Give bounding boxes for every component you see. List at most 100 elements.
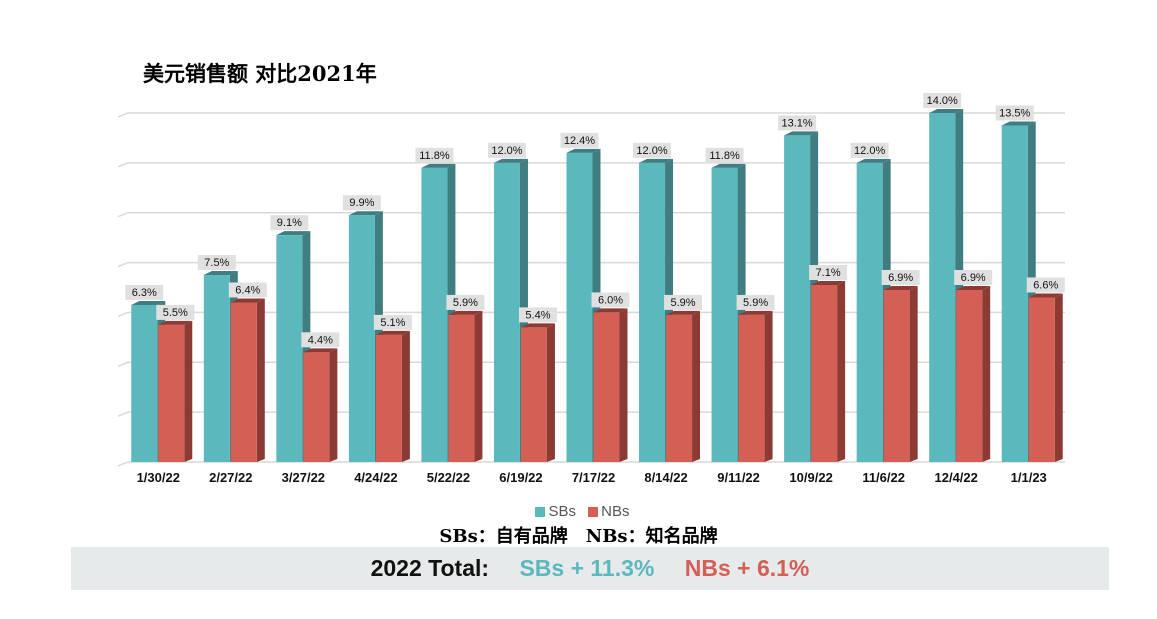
x-tick-label: 9/11/22	[717, 470, 760, 485]
bar-NBs	[158, 324, 185, 462]
data-label-SBs: 13.5%	[999, 107, 1030, 119]
bar-chart: 6.3% 5.5% 1/30/22 7.5% 6.4% 2/27/22 9.1% 4.4% 3/…	[117, 93, 1065, 485]
bar-top-SBs	[276, 231, 311, 236]
bar-NBs	[593, 312, 620, 462]
data-label-bg	[373, 314, 412, 330]
legend-swatch-nbs	[588, 507, 599, 517]
bar-side-NBs	[256, 298, 265, 462]
data-label-NBs: 5.9%	[453, 297, 478, 309]
data-label-SBs: 9.9%	[349, 197, 374, 209]
data-label-bg	[954, 269, 993, 285]
bar-top-NBs	[956, 285, 991, 290]
bar-top-SBs	[639, 158, 674, 163]
bar-top-NBs	[303, 348, 338, 353]
data-label-bg	[125, 284, 164, 300]
bar-SBs	[639, 162, 666, 462]
data-label-bg	[778, 115, 817, 131]
data-label-bg	[197, 255, 236, 271]
bar-side-NBs	[184, 320, 193, 462]
bar-top-SBs	[929, 109, 964, 113]
bar-top-SBs	[203, 271, 238, 276]
data-label-bg	[518, 307, 557, 323]
x-tick-label: 2/27/22	[209, 470, 252, 485]
total-label: 2022 Total:	[370, 555, 490, 581]
data-label-bg	[664, 294, 703, 310]
bar-side-NBs	[764, 310, 773, 462]
data-label-SBs: 7.5%	[204, 257, 229, 269]
bar-side-NBs	[837, 281, 846, 462]
data-label-NBs: 6.6%	[1033, 279, 1058, 291]
x-tick-label: 5/22/22	[427, 470, 470, 485]
data-label-SBs: 9.1%	[277, 217, 302, 229]
bar-SBs	[348, 215, 375, 462]
data-label-SBs: 12.0%	[854, 145, 885, 157]
bar-SBs	[421, 167, 448, 463]
bar-NBs	[520, 327, 547, 462]
data-label-bg	[881, 269, 920, 285]
bar-SBs	[203, 275, 230, 462]
bar-side-NBs	[692, 310, 701, 462]
data-label-bg	[301, 332, 340, 348]
bar-NBs	[811, 285, 838, 462]
bar-top-NBs	[158, 320, 193, 325]
x-tick-label: 10/9/22	[789, 470, 832, 485]
x-tick-label: 1/30/22	[137, 470, 180, 485]
data-label-bg	[446, 294, 485, 310]
data-label-SBs: 14.0%	[927, 95, 958, 107]
bar-top-SBs	[1001, 121, 1036, 126]
data-label-SBs: 12.0%	[491, 145, 522, 157]
data-label-bg	[560, 132, 599, 148]
data-label-bg	[487, 142, 526, 158]
bar-side-NBs	[401, 330, 410, 462]
data-label-NBs: 6.9%	[961, 272, 986, 284]
bar-NBs	[738, 314, 765, 462]
bar-top-NBs	[883, 285, 918, 290]
x-tick-label: 1/1/23	[1011, 470, 1047, 485]
total-sbs: SBs + 11.3%	[519, 555, 655, 581]
x-tick-label: 6/19/22	[499, 470, 542, 485]
data-label-NBs: 5.9%	[670, 297, 695, 309]
data-label-bg	[736, 294, 775, 310]
data-label-bg	[705, 147, 744, 163]
gridline	[117, 112, 1065, 118]
bar-side-NBs	[619, 308, 628, 462]
data-label-bg	[270, 215, 309, 231]
data-label-NBs: 4.4%	[308, 334, 333, 346]
bar-SBs	[929, 113, 956, 462]
bar-top-NBs	[520, 323, 555, 328]
x-tick-label: 8/14/22	[644, 470, 687, 485]
bar-top-SBs	[566, 148, 601, 153]
data-label-NBs: 5.4%	[525, 309, 550, 321]
gridline	[117, 461, 1065, 467]
bar-NBs	[303, 352, 330, 462]
data-label-NBs: 5.1%	[380, 317, 405, 329]
gridline	[117, 211, 1065, 218]
bar-SBs	[276, 235, 303, 462]
gridline	[117, 162, 1065, 168]
bar-SBs	[1001, 125, 1028, 462]
bar-top-SBs	[421, 163, 456, 168]
data-label-bg	[633, 142, 672, 158]
bar-SBs	[566, 152, 593, 462]
bar-NBs	[230, 302, 257, 462]
bar-SBs	[856, 162, 883, 462]
data-label-SBs: 11.8%	[709, 150, 740, 162]
bar-NBs	[1028, 297, 1055, 462]
data-label-SBs: 12.0%	[636, 145, 667, 157]
data-label-SBs: 6.3%	[132, 287, 157, 299]
gridline	[117, 261, 1065, 268]
legend: SBs NBs	[0, 503, 1157, 520]
bar-NBs	[956, 289, 983, 462]
data-label-NBs: 7.1%	[816, 267, 841, 279]
bar-top-NBs	[375, 330, 410, 335]
data-label-bg	[342, 195, 381, 211]
data-label-bg	[923, 93, 962, 108]
bar-side-NBs	[1054, 293, 1063, 462]
bar-side-NBs	[329, 348, 338, 462]
bar-NBs	[883, 289, 910, 462]
data-label-NBs: 6.9%	[888, 272, 913, 284]
bar-side-NBs	[546, 323, 555, 462]
legend-label-nbs: NBs	[601, 503, 630, 520]
data-label-bg	[415, 147, 454, 163]
data-label-bg	[995, 105, 1034, 121]
